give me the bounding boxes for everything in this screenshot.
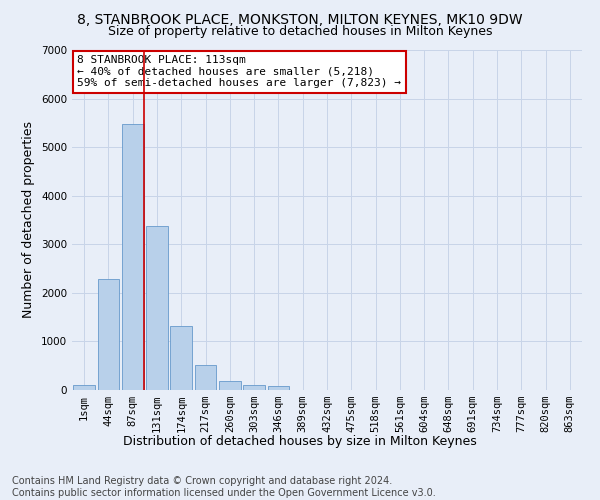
Text: 8 STANBROOK PLACE: 113sqm
← 40% of detached houses are smaller (5,218)
59% of se: 8 STANBROOK PLACE: 113sqm ← 40% of detac…	[77, 55, 401, 88]
Text: Size of property relative to detached houses in Milton Keynes: Size of property relative to detached ho…	[108, 25, 492, 38]
Text: Contains HM Land Registry data © Crown copyright and database right 2024.
Contai: Contains HM Land Registry data © Crown c…	[12, 476, 436, 498]
Bar	[268, 386, 289, 390]
Bar	[97, 280, 119, 390]
Bar	[122, 124, 143, 390]
Bar	[219, 381, 241, 390]
Text: Distribution of detached houses by size in Milton Keynes: Distribution of detached houses by size …	[123, 435, 477, 448]
Text: 8, STANBROOK PLACE, MONKSTON, MILTON KEYNES, MK10 9DW: 8, STANBROOK PLACE, MONKSTON, MILTON KEY…	[77, 12, 523, 26]
Bar	[146, 226, 168, 390]
Bar	[243, 385, 265, 390]
Bar	[194, 365, 217, 390]
Bar	[73, 385, 95, 390]
Bar	[170, 326, 192, 390]
Y-axis label: Number of detached properties: Number of detached properties	[22, 122, 35, 318]
